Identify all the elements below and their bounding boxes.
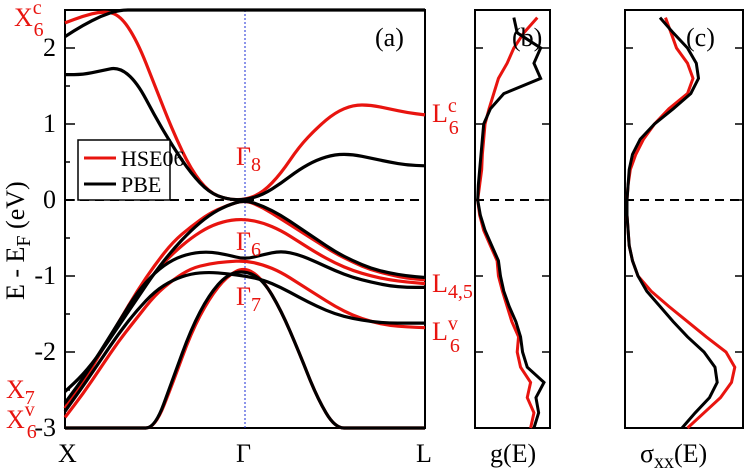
annot-X7: X7: [6, 375, 35, 409]
conductivity-curves: [625, 16, 737, 430]
annot-Gamma7: Γ7: [236, 282, 261, 316]
dos-curves: [476, 16, 546, 429]
band-pbe-3: [63, 250, 425, 404]
band-curves: [63, 8, 426, 430]
panel-b-frame: [474, 9, 551, 429]
y-axis-label: E - EF (eV): [1, 181, 35, 300]
annot-Gamma6: Γ6: [236, 227, 261, 261]
band-pbe-5: [65, 270, 425, 430]
annot-Gamma8: Γ8: [236, 142, 261, 176]
legend-label-hse06: HSE06: [121, 146, 185, 171]
panel-b-xlabel: g(E): [490, 439, 536, 468]
y-tick-label: 2: [43, 33, 56, 62]
panel-c-xlabel: σxx(E): [640, 439, 707, 471]
symmetry-annotations: Xc 6 X7 Xv 6 Γ8 Γ6 Γ7 Lc 6 L4,5 Lv 6: [6, 0, 473, 443]
panel-a-label: (a): [375, 23, 404, 52]
annot-X6c: Xc 6: [14, 0, 44, 41]
band-hse06-3: [63, 259, 426, 419]
y-tick-label: -2: [34, 337, 56, 366]
x-tick-label-X: X: [58, 439, 77, 468]
annot-L6v: Lv 6: [432, 313, 460, 357]
annot-L45: L4,5: [432, 269, 473, 303]
band-pbe-1: [64, 66, 426, 202]
annot-L6c: Lc 6: [432, 95, 459, 139]
y-tick-label: -1: [34, 261, 56, 290]
y-tick-label: 1: [43, 109, 56, 138]
legend: HSE06 PBE: [77, 139, 185, 201]
y-ticks: -3 -2 -1 0 1 2: [34, 33, 743, 442]
annot-X6v: Xv 6: [6, 399, 37, 443]
x-tick-label-Gamma: Γ: [236, 439, 251, 468]
sigma-hse06: [625, 17, 737, 430]
legend-label-pbe: PBE: [121, 172, 161, 197]
panel-b-label: (b): [512, 23, 542, 52]
panel-c-label: (c): [686, 23, 715, 52]
panel-c-frame: [624, 9, 744, 429]
y-tick-label: 0: [43, 185, 56, 214]
dos-pbe: [476, 17, 546, 429]
legend-box: [77, 139, 171, 201]
band-pbe-0: [64, 8, 425, 38]
x-tick-label-L: L: [416, 439, 432, 468]
sigma-pbe: [625, 16, 719, 429]
band-pbe-4: [63, 270, 425, 413]
y-tick-label: -3: [34, 413, 56, 442]
band-pbe-2: [63, 199, 426, 393]
